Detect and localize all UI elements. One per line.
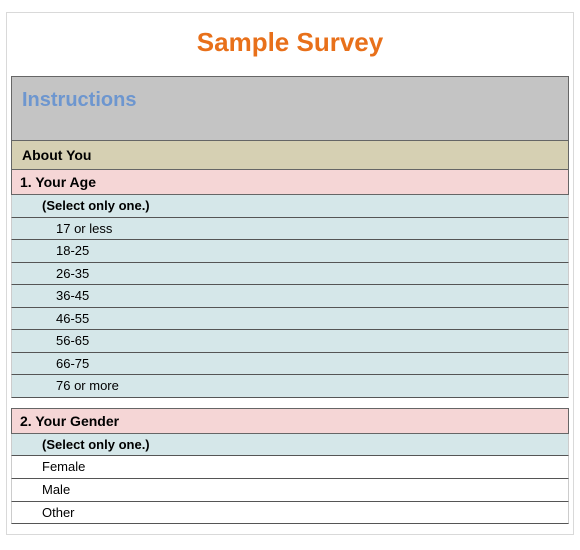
- title-text: Sample Survey: [197, 27, 383, 57]
- option-row[interactable]: 46-55: [11, 308, 569, 331]
- question-1-hint: (Select only one.): [11, 195, 569, 218]
- question-2-hint: (Select only one.): [11, 434, 569, 457]
- about-you-label: About You: [22, 147, 91, 163]
- question-1-label: 1. Your Age: [20, 174, 96, 190]
- question-2: 2. Your Gender: [11, 408, 569, 434]
- question-1: 1. Your Age: [11, 170, 569, 195]
- option-row[interactable]: 26-35: [11, 263, 569, 286]
- option-row[interactable]: 36-45: [11, 285, 569, 308]
- option-row[interactable]: 17 or less: [11, 218, 569, 241]
- option-row[interactable]: 56-65: [11, 330, 569, 353]
- option-row[interactable]: Female: [11, 456, 569, 479]
- question-2-label: 2. Your Gender: [20, 413, 119, 429]
- about-you-header: About You: [11, 141, 569, 170]
- question-2-options: (Select only one.) Female Male Other: [11, 434, 569, 524]
- instructions-label: Instructions: [22, 89, 136, 111]
- spacer: [7, 398, 573, 408]
- page-title: Sample Survey: [7, 17, 573, 76]
- option-row[interactable]: Male: [11, 479, 569, 502]
- question-1-options: (Select only one.) 17 or less 18-25 26-3…: [11, 195, 569, 398]
- option-row[interactable]: 66-75: [11, 353, 569, 376]
- option-row[interactable]: Other: [11, 502, 569, 525]
- option-row[interactable]: 76 or more: [11, 375, 569, 398]
- survey-container: Sample Survey Instructions About You 1. …: [6, 12, 574, 535]
- instructions-header: Instructions: [11, 76, 569, 141]
- option-row[interactable]: 18-25: [11, 240, 569, 263]
